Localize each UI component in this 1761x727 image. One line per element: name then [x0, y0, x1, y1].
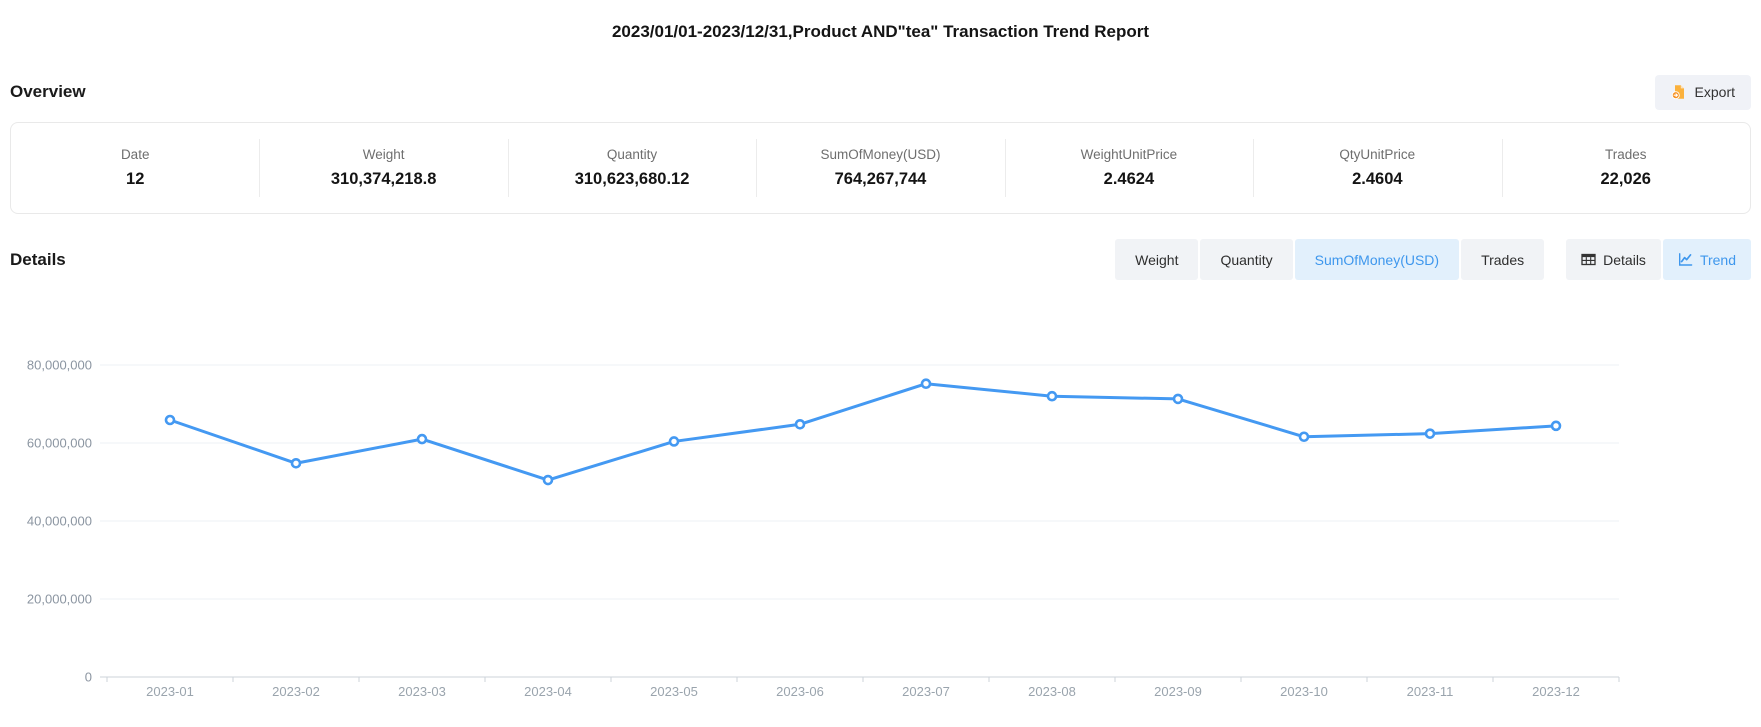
data-point[interactable]	[290, 457, 302, 469]
svg-text:20,000,000: 20,000,000	[27, 592, 92, 607]
data-point[interactable]	[794, 418, 806, 430]
stat-label: SumOfMoney(USD)	[820, 147, 941, 162]
svg-text:40,000,000: 40,000,000	[27, 514, 92, 529]
data-point[interactable]	[416, 433, 428, 445]
data-point[interactable]	[1424, 428, 1436, 439]
table-icon	[1581, 253, 1596, 266]
export-document-icon	[1671, 85, 1684, 100]
title-bar: 2023/01/01-2023/12/31,Product AND"tea" T…	[0, 0, 1761, 42]
stat-value: 2.4624	[1103, 170, 1155, 188]
stat-label: Trades	[1604, 147, 1647, 162]
stat-value: 2.4604	[1352, 170, 1403, 188]
svg-text:2023-02: 2023-02	[272, 684, 320, 699]
stat-quantity: Quantity 310,623,680.12	[508, 123, 756, 213]
stat-label: Weight	[362, 147, 405, 162]
svg-text:0: 0	[85, 670, 92, 685]
svg-text:80,000,000: 80,000,000	[27, 358, 92, 373]
details-controls: Weight Quantity SumOfMoney(USD) Trades D…	[1115, 239, 1751, 280]
svg-text:2023-10: 2023-10	[1280, 684, 1328, 699]
tab-sumofmoney[interactable]: SumOfMoney(USD)	[1294, 239, 1460, 280]
svg-text:2023-06: 2023-06	[776, 684, 824, 699]
page-title: 2023/01/01-2023/12/31,Product AND"tea" T…	[611, 22, 1150, 41]
svg-text:2023-05: 2023-05	[650, 684, 698, 699]
stat-label: Quantity	[606, 147, 658, 162]
stat-weight: Weight 310,374,218.8	[259, 123, 507, 213]
stat-value: 310,374,218.8	[330, 170, 437, 188]
data-point[interactable]	[668, 436, 680, 447]
data-point[interactable]	[542, 474, 554, 486]
svg-text:60,000,000: 60,000,000	[27, 436, 92, 451]
view-tab-label: Trend	[1699, 251, 1736, 268]
svg-text:2023-11: 2023-11	[1407, 684, 1454, 699]
stat-trades: Trades 22,026	[1502, 123, 1750, 213]
svg-text:2023-07: 2023-07	[902, 684, 950, 699]
details-heading: Details	[10, 249, 66, 269]
stat-weightunitprice: WeightUnitPrice 2.4624	[1005, 123, 1253, 213]
stat-value: 12	[126, 170, 145, 188]
stat-value: 764,267,744	[834, 170, 927, 188]
svg-text:2023-09: 2023-09	[1154, 684, 1202, 699]
tab-trades[interactable]: Trades	[1461, 239, 1545, 280]
view-tab-trend[interactable]: Trend	[1662, 239, 1751, 280]
export-button[interactable]: Export	[1654, 74, 1751, 110]
stat-label: Date	[120, 147, 150, 162]
svg-text:2023-12: 2023-12	[1532, 684, 1580, 699]
overview-stats-card: Date 12 Weight 310,374,218.8 Quantity 31…	[10, 122, 1751, 214]
data-point[interactable]	[1298, 431, 1310, 443]
svg-text:2023-04: 2023-04	[524, 684, 572, 699]
details-header-row: Details Weight Quantity SumOfMoney(USD) …	[10, 239, 1751, 280]
view-tab-group: Details Trend	[1566, 239, 1751, 280]
overview-heading: Overview	[10, 82, 86, 101]
tab-weight[interactable]: Weight	[1115, 239, 1199, 280]
svg-text:2023-01: 2023-01	[146, 684, 194, 699]
line-chart-icon	[1678, 253, 1693, 266]
export-button-label: Export	[1694, 84, 1735, 100]
stat-value: 22,026	[1600, 170, 1651, 188]
stat-sumofmoney: SumOfMoney(USD) 764,267,744	[756, 123, 1004, 213]
data-point[interactable]	[920, 378, 932, 390]
data-point[interactable]	[1172, 393, 1184, 405]
svg-text:2023-03: 2023-03	[398, 684, 446, 699]
stat-date: Date 12	[11, 123, 259, 213]
overview-header-row: Overview Export	[10, 72, 1751, 112]
trend-line-chart[interactable]: 0 20,000,000 40,000,000 60,000,000 80,000,00…	[0, 282, 1761, 722]
view-tab-details[interactable]: Details	[1566, 239, 1661, 280]
data-point[interactable]	[1046, 390, 1058, 402]
metric-tab-group: Weight Quantity SumOfMoney(USD) Trades	[1115, 239, 1545, 280]
trend-chart-area: 0 20,000,000 40,000,000 60,000,000 80,000,00…	[0, 282, 1761, 727]
svg-text:2023-08: 2023-08	[1028, 684, 1076, 699]
data-point[interactable]	[164, 414, 176, 426]
view-tab-label: Details	[1603, 251, 1646, 268]
stat-value: 310,623,680.12	[574, 170, 690, 188]
tab-quantity[interactable]: Quantity	[1200, 239, 1293, 280]
data-point[interactable]	[1550, 420, 1562, 432]
stat-label: QtyUnitPrice	[1339, 147, 1416, 162]
stat-qtyunitprice: QtyUnitPrice 2.4604	[1253, 123, 1501, 213]
stat-label: WeightUnitPrice	[1080, 147, 1178, 162]
